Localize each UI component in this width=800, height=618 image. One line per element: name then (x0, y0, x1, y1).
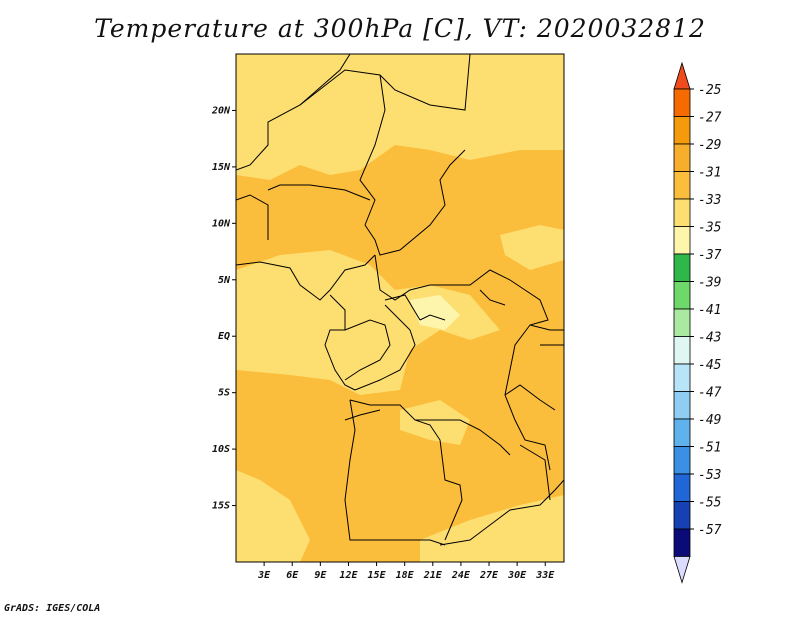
colorbar-label: -41 (698, 303, 721, 318)
lat-tick-label: 10S (212, 444, 230, 455)
lon-tick-label: 6E (286, 570, 299, 581)
lon-tick-label: 18E (396, 570, 415, 581)
colorbar-bin (673, 88, 691, 117)
colorbar-bin (673, 391, 691, 420)
colorbar-top-arrow (673, 61, 691, 90)
field-mid-region-east (500, 225, 564, 270)
lon-tick-label: 9E (314, 570, 327, 581)
lat-tick-label: 20N (211, 105, 231, 116)
colorbar-label: -27 (698, 111, 722, 126)
colorbar-bin (673, 143, 691, 172)
colorbar-label: -57 (698, 523, 722, 538)
longitude-ticks: 3E 6E 9E 12E 15E 18E 21E 24E 27E 30E 33E (257, 562, 555, 581)
footer-credit: GrADS: IGES/COLA (4, 603, 101, 614)
colorbar-bin (673, 446, 691, 475)
country-borders (236, 54, 564, 546)
colorbar-label: -33 (698, 193, 721, 208)
colorbar-label: -51 (698, 441, 721, 456)
lon-tick-label: 21E (423, 570, 443, 581)
latitude-ticks: 20N 15N 10N 5N EQ 5S 10S 15S (211, 105, 236, 512)
lon-tick-label: 27E (479, 570, 499, 581)
colorbar-bottom-arrow (673, 556, 691, 584)
map-title: Temperature at 300hPa [C], VT: 202003281… (94, 14, 706, 43)
colorbar-bin (673, 281, 691, 310)
field-mid-region-southeast (420, 495, 564, 562)
field-mid-region-south (400, 400, 470, 445)
lat-tick-label: EQ (218, 331, 230, 342)
colorbar-label: -55 (698, 496, 722, 511)
colorbar-label: -53 (698, 468, 721, 483)
colorbar: -25 -27 -29 -31 -33 -35 -37 -39 -41 -43 -45 -47 -49 -… (673, 61, 722, 584)
map-frame (235, 53, 565, 563)
lat-tick-label: 15S (212, 501, 230, 512)
colorbar-label: -31 (698, 166, 721, 181)
field-cool-patch (410, 295, 460, 330)
lon-tick-label: 33E (535, 570, 555, 581)
lon-tick-label: 12E (339, 570, 358, 581)
colorbar-bin (673, 198, 691, 227)
colorbar-label: -25 (698, 83, 722, 98)
lon-tick-label: 3E (257, 570, 271, 581)
colorbar-bin (673, 473, 691, 502)
temperature-field (236, 54, 564, 562)
field-mid-region-north (236, 54, 564, 180)
colorbar-bin (673, 363, 691, 392)
colorbar-label: -45 (698, 358, 722, 373)
lon-tick-label: 15E (368, 570, 387, 581)
colorbar-label: -47 (698, 386, 722, 401)
field-mid-region-southwest (236, 470, 310, 562)
lat-tick-label: 15N (212, 162, 231, 173)
lon-tick-label: 30E (507, 570, 527, 581)
colorbar-bin (673, 528, 691, 557)
colorbar-bin (673, 336, 691, 365)
lon-tick-label: 24E (451, 570, 471, 581)
colorbar-label: -35 (698, 221, 722, 236)
colorbar-label: -39 (698, 276, 721, 291)
lat-tick-label: 10N (212, 218, 231, 229)
colorbar-label: -29 (698, 138, 721, 153)
colorbar-bin (673, 308, 691, 337)
lat-tick-label: 5S (218, 388, 230, 399)
colorbar-bin (673, 501, 691, 530)
colorbar-label: -37 (698, 248, 722, 263)
colorbar-bin (673, 116, 691, 145)
lat-tick-label: 5N (218, 275, 231, 286)
colorbar-bin (673, 171, 691, 200)
colorbar-label: -49 (698, 413, 721, 428)
colorbar-bin (673, 253, 691, 282)
colorbar-bin (673, 226, 691, 255)
colorbar-label: -43 (698, 331, 721, 346)
colorbar-bin (673, 418, 691, 447)
